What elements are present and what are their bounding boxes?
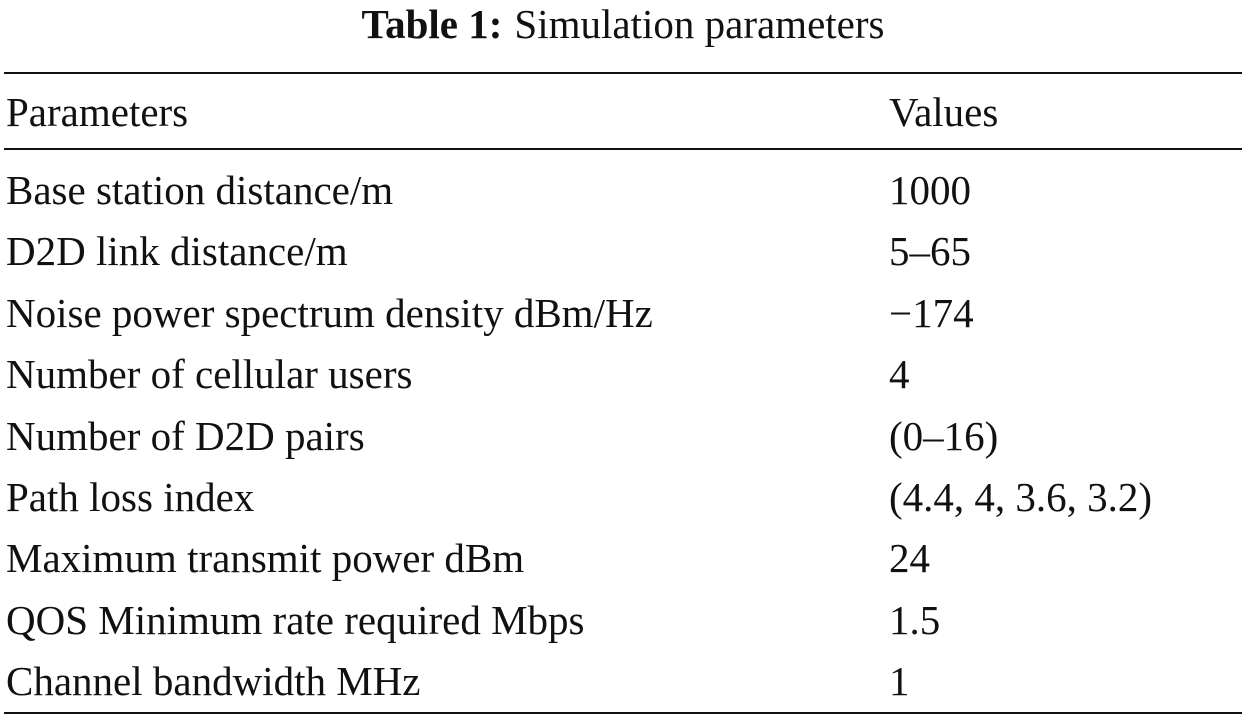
parameter-cell: Path loss index bbox=[6, 473, 255, 520]
table-row: D2D link distance/m 5–65 bbox=[4, 221, 1242, 282]
header-values: Values bbox=[889, 89, 999, 135]
table-caption: Table 1: Simulation parameters bbox=[0, 0, 1246, 48]
parameter-cell: QOS Minimum rate required Mbps bbox=[6, 596, 585, 643]
value-cell: 1000 bbox=[889, 167, 971, 213]
value-cell: (0–16) bbox=[889, 412, 999, 459]
parameter-cell: Number of cellular users bbox=[6, 351, 413, 398]
table-row: Noise power spectrum density dBm/Hz −174 bbox=[4, 283, 1242, 344]
parameter-cell: Noise power spectrum density dBm/Hz bbox=[6, 289, 653, 336]
header-rule bbox=[4, 148, 1242, 150]
parameter-cell: Maximum transmit power dBm bbox=[6, 535, 525, 582]
value-cell: 1.5 bbox=[889, 596, 941, 643]
table-row: Number of cellular users 4 bbox=[4, 344, 1242, 405]
table-row: QOS Minimum rate required Mbps 1.5 bbox=[4, 590, 1242, 651]
value-cell: −174 bbox=[889, 289, 974, 336]
table-body: Base station distance/m 1000 D2D link di… bbox=[4, 160, 1242, 713]
table-row: Base station distance/m 1000 bbox=[4, 160, 1242, 221]
table-row: Number of D2D pairs (0–16) bbox=[4, 406, 1242, 467]
value-cell: 5–65 bbox=[889, 228, 971, 275]
parameter-cell: Number of D2D pairs bbox=[6, 412, 365, 459]
table-label: Table 1: bbox=[361, 1, 503, 47]
table-header: Parameters Values bbox=[4, 80, 1242, 144]
parameter-cell: D2D link distance/m bbox=[6, 228, 348, 275]
parameter-cell: Channel bandwidth MHz bbox=[6, 658, 421, 705]
value-cell: (4.4, 4, 3.6, 3.2) bbox=[889, 473, 1153, 520]
table-row: Channel bandwidth MHz 1 bbox=[4, 651, 1242, 712]
parameter-cell: Base station distance/m bbox=[6, 167, 394, 213]
table-row: Maximum transmit power dBm 24 bbox=[4, 528, 1242, 589]
value-cell: 4 bbox=[889, 351, 910, 398]
table-row: Path loss index (4.4, 4, 3.6, 3.2) bbox=[4, 467, 1242, 528]
value-cell: 24 bbox=[889, 535, 930, 582]
value-cell: 1 bbox=[889, 658, 910, 705]
bottom-rule bbox=[4, 712, 1242, 714]
header-parameters: Parameters bbox=[6, 89, 189, 135]
table-title: Simulation parameters bbox=[514, 1, 885, 47]
top-rule bbox=[4, 72, 1242, 74]
